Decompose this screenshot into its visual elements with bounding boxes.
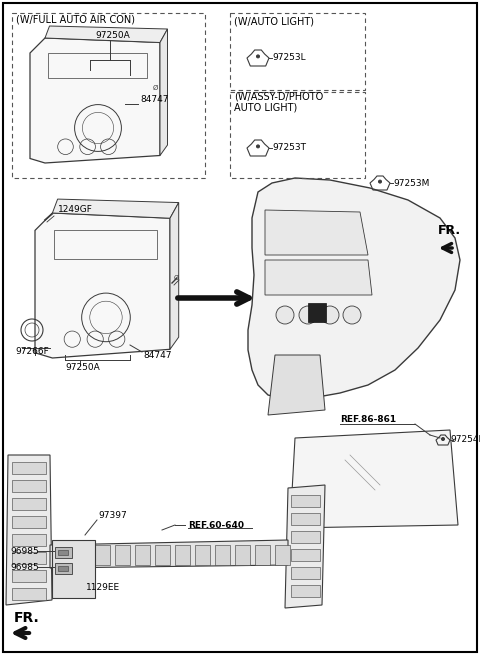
Text: FR.: FR. bbox=[14, 611, 40, 625]
Text: Ø: Ø bbox=[174, 275, 180, 281]
Polygon shape bbox=[248, 178, 460, 400]
Polygon shape bbox=[170, 202, 179, 349]
Text: FR.: FR. bbox=[438, 223, 461, 236]
Text: 97250A: 97250A bbox=[95, 31, 130, 39]
Text: REF.86-861: REF.86-861 bbox=[340, 415, 396, 424]
Polygon shape bbox=[160, 29, 168, 155]
FancyArrowPatch shape bbox=[443, 244, 452, 252]
Polygon shape bbox=[265, 210, 368, 255]
Polygon shape bbox=[235, 545, 250, 565]
Polygon shape bbox=[285, 485, 325, 608]
Polygon shape bbox=[12, 588, 46, 600]
Polygon shape bbox=[175, 545, 190, 565]
Circle shape bbox=[442, 438, 444, 441]
Polygon shape bbox=[268, 355, 325, 415]
Polygon shape bbox=[30, 38, 160, 163]
Polygon shape bbox=[12, 480, 46, 492]
Polygon shape bbox=[291, 567, 320, 579]
Polygon shape bbox=[12, 462, 46, 474]
Polygon shape bbox=[255, 545, 270, 565]
Polygon shape bbox=[155, 545, 170, 565]
FancyArrowPatch shape bbox=[178, 292, 249, 304]
Polygon shape bbox=[52, 540, 95, 598]
Text: 1249GF: 1249GF bbox=[58, 206, 93, 214]
Polygon shape bbox=[291, 585, 320, 597]
Text: 84747: 84747 bbox=[143, 350, 171, 360]
Polygon shape bbox=[50, 540, 288, 568]
Circle shape bbox=[256, 145, 260, 148]
Text: (W/AUTO LIGHT): (W/AUTO LIGHT) bbox=[234, 16, 314, 26]
Polygon shape bbox=[291, 549, 320, 561]
Circle shape bbox=[67, 549, 79, 561]
Circle shape bbox=[276, 306, 294, 324]
Text: 97253M: 97253M bbox=[393, 179, 430, 187]
Polygon shape bbox=[35, 213, 170, 358]
Polygon shape bbox=[58, 566, 68, 571]
Polygon shape bbox=[308, 303, 326, 322]
Polygon shape bbox=[291, 495, 320, 507]
Text: Ø: Ø bbox=[153, 85, 158, 91]
Polygon shape bbox=[45, 26, 168, 43]
Polygon shape bbox=[135, 545, 150, 565]
Text: 96985: 96985 bbox=[10, 563, 39, 572]
Text: 97397: 97397 bbox=[98, 512, 127, 521]
Text: 97253T: 97253T bbox=[272, 143, 306, 153]
Text: 97254M: 97254M bbox=[450, 436, 480, 445]
Text: 1129EE: 1129EE bbox=[86, 582, 120, 591]
Circle shape bbox=[343, 306, 361, 324]
Polygon shape bbox=[115, 545, 130, 565]
Polygon shape bbox=[291, 513, 320, 525]
Polygon shape bbox=[55, 547, 72, 558]
Circle shape bbox=[379, 180, 382, 183]
Text: 96985: 96985 bbox=[10, 546, 39, 555]
Polygon shape bbox=[55, 563, 72, 574]
Polygon shape bbox=[12, 552, 46, 564]
Text: 97266F: 97266F bbox=[15, 348, 49, 356]
Polygon shape bbox=[12, 570, 46, 582]
Polygon shape bbox=[215, 545, 230, 565]
Polygon shape bbox=[58, 550, 68, 555]
Circle shape bbox=[299, 306, 317, 324]
Polygon shape bbox=[275, 545, 290, 565]
Polygon shape bbox=[195, 545, 210, 565]
FancyArrowPatch shape bbox=[15, 628, 29, 638]
Polygon shape bbox=[12, 498, 46, 510]
Text: (W/FULL AUTO AIR CON): (W/FULL AUTO AIR CON) bbox=[16, 15, 135, 25]
Text: 97253L: 97253L bbox=[272, 54, 306, 62]
Circle shape bbox=[321, 306, 339, 324]
Polygon shape bbox=[12, 534, 46, 546]
Polygon shape bbox=[12, 516, 46, 528]
Polygon shape bbox=[95, 545, 110, 565]
Text: (W/ASSY-D/PHOTO
AUTO LIGHT): (W/ASSY-D/PHOTO AUTO LIGHT) bbox=[234, 91, 323, 113]
Polygon shape bbox=[55, 545, 70, 565]
Polygon shape bbox=[75, 545, 90, 565]
Circle shape bbox=[256, 55, 260, 58]
Text: 97250A: 97250A bbox=[65, 364, 100, 373]
Polygon shape bbox=[291, 531, 320, 543]
Text: REF.60-640: REF.60-640 bbox=[188, 521, 244, 529]
Polygon shape bbox=[6, 455, 52, 605]
Polygon shape bbox=[52, 199, 179, 218]
Polygon shape bbox=[265, 260, 372, 295]
Text: 84747: 84747 bbox=[140, 96, 168, 105]
Polygon shape bbox=[290, 430, 458, 528]
Circle shape bbox=[67, 567, 79, 579]
